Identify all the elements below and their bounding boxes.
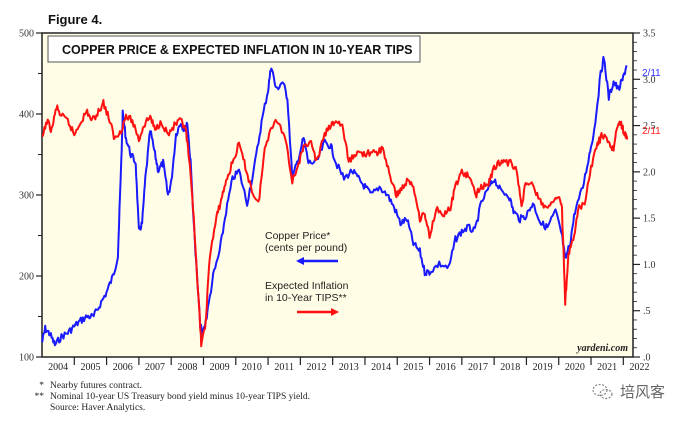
plot-area <box>41 32 634 358</box>
watermark: 培风客 <box>592 381 665 402</box>
figure-label: Figure 4. <box>48 12 103 27</box>
copper-price-line <box>41 55 628 347</box>
title-box <box>47 35 421 63</box>
footnote-text: Source: Haver Analytics. <box>50 403 146 413</box>
x-tick-label: 2012 <box>307 362 327 373</box>
x-tick-label: 2006 <box>113 362 133 373</box>
wechat-icon <box>592 383 613 399</box>
expected-inflation-line <box>41 99 629 348</box>
x-tick-label: 2005 <box>80 362 100 373</box>
x-tick-label: 2020 <box>565 362 585 373</box>
right-tick-label: .5 <box>643 306 651 317</box>
credit: yardeni.com <box>576 343 628 354</box>
legend-inflation-line1: Expected Inflation <box>265 280 349 292</box>
right-tick-label: 2.0 <box>643 167 656 178</box>
footnote-text: Nominal 10-year US Treasury bond yield m… <box>50 392 310 402</box>
x-tick-label: 2009 <box>210 362 230 373</box>
chart-title: COPPER PRICE & EXPECTED INFLATION IN 10-… <box>62 43 413 57</box>
legend-copper-line2: (cents per pound) <box>265 242 347 254</box>
legend-copper-arrow <box>296 257 338 265</box>
x-tick-label: 2019 <box>533 362 553 373</box>
legend-inflation-line2: in 10-Year TIPS** <box>265 292 347 304</box>
footnote-marker: ** <box>34 392 45 402</box>
x-tick-label: 2007 <box>145 362 165 373</box>
right-tick-label: 1.5 <box>643 214 656 225</box>
x-tick-label: 2018 <box>500 362 520 373</box>
footnote: Source: Haver Analytics. <box>28 403 310 414</box>
x-tick-label: 2010 <box>242 362 262 373</box>
watermark-text: 培风客 <box>620 383 666 401</box>
inflation-end-label: 2/11 <box>642 126 661 137</box>
series-layer <box>41 55 629 348</box>
footnote: * Nearby futures contract. <box>28 381 310 392</box>
footnote-marker <box>28 403 44 414</box>
x-tick-label: 2014 <box>371 362 391 373</box>
legend-inflation-arrow <box>297 308 339 316</box>
x-axis: 2004 2005 2006 2007 2008 2009 2010 2011 2012 2013… <box>48 357 649 373</box>
x-tick-label: 2011 <box>274 362 294 373</box>
left-tick-label: 100 <box>19 353 34 364</box>
x-tick-label: 2017 <box>468 362 488 373</box>
legend-copper-line1: Copper Price* <box>265 230 330 242</box>
x-tick-label: 2021 <box>597 362 617 373</box>
footnote-marker: * <box>39 381 44 391</box>
left-tick-label: 500 <box>19 29 34 40</box>
footnotes: * Nearby futures contract. ** Nominal 10-y… <box>28 381 311 414</box>
left-tick-label: 400 <box>19 110 34 121</box>
footnote-text: Nearby futures contract. <box>50 381 143 391</box>
copper-end-label: 2/11 <box>642 68 661 79</box>
right-tick-label: 3.0 <box>643 75 656 86</box>
legend: Copper Price* (cents per pound) Expected… <box>265 230 349 316</box>
left-tick-label: 200 <box>19 272 34 283</box>
right-tick-label: 3.5 <box>643 29 656 40</box>
right-tick-label: 2.5 <box>643 121 656 132</box>
x-tick-label: 2004 <box>48 362 68 373</box>
right-tick-label: 1.0 <box>643 260 656 271</box>
x-tick-label: 2015 <box>403 362 423 373</box>
right-tick-label: .0 <box>643 353 651 364</box>
right-axis: .0 .5 1.0 1.5 2.0 2.5 3.0 3.5 <box>633 29 656 364</box>
footnote: ** Nominal 10-year US Treasury bond yield… <box>28 392 311 403</box>
left-tick-label: 300 <box>19 191 34 202</box>
x-tick-label: 2008 <box>177 362 197 373</box>
left-axis: 100 200 300 400 500 <box>19 29 42 364</box>
x-tick-label: 2016 <box>436 362 456 373</box>
x-tick-label: 2013 <box>339 362 359 373</box>
chart: 100 200 300 400 500 .0 .5 1.0 1.5 2.0 2.5 3.0 3.5 2… <box>19 29 661 374</box>
x-tick-label: 2022 <box>629 362 649 373</box>
